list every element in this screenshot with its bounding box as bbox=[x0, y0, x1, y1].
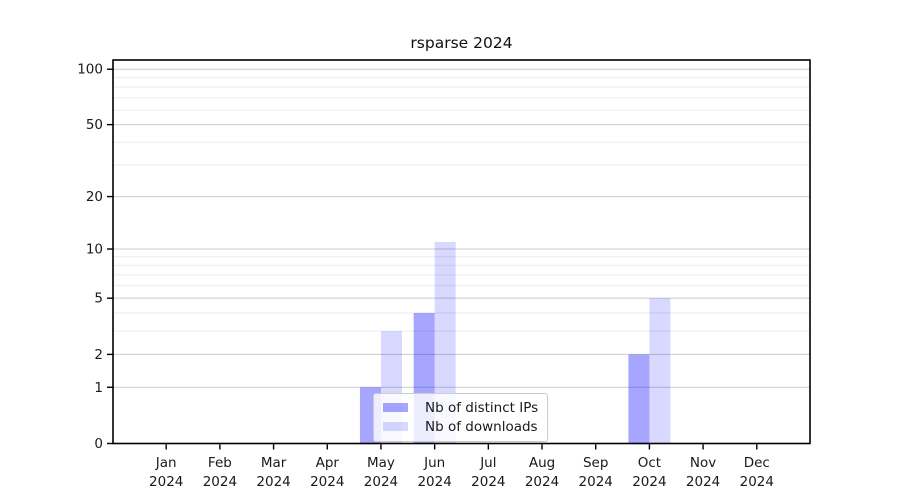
x-tick-label-year: 2024 bbox=[525, 474, 559, 490]
y-tick-label: 100 bbox=[77, 62, 103, 78]
x-tick-label-month: Jan bbox=[155, 455, 177, 471]
x-tick-label-month: Sep bbox=[583, 455, 608, 471]
x-tick-label-year: 2024 bbox=[364, 474, 398, 490]
y-tick-label: 50 bbox=[86, 117, 103, 133]
legend-label-distinct-ips: Nb of distinct IPs bbox=[425, 399, 539, 416]
bar-distinct-ips-oct bbox=[628, 354, 650, 444]
x-tick-label-year: 2024 bbox=[149, 474, 183, 490]
x-tick-label-month: Dec bbox=[744, 455, 770, 471]
x-tick-label-month: Jul bbox=[479, 455, 496, 471]
x-tick-label-year: 2024 bbox=[417, 474, 451, 490]
x-tick-label-month: Oct bbox=[638, 455, 661, 471]
bar-downloads-oct bbox=[649, 298, 671, 444]
y-tick-label: 2 bbox=[94, 347, 103, 363]
y-tick-label: 5 bbox=[94, 291, 103, 307]
chart-legend: Nb of distinct IPs Nb of downloads bbox=[373, 393, 549, 442]
legend-swatch-downloads-icon bbox=[383, 422, 408, 431]
x-tick-label-year: 2024 bbox=[632, 474, 666, 490]
y-tick-label: 10 bbox=[86, 242, 103, 258]
legend-label-downloads: Nb of downloads bbox=[425, 418, 538, 435]
x-tick-label-year: 2024 bbox=[579, 474, 613, 490]
legend-swatch-distinct-ips-icon bbox=[383, 403, 408, 412]
legend-item-downloads: Nb of downloads bbox=[383, 417, 538, 436]
x-tick-label-year: 2024 bbox=[256, 474, 290, 490]
y-tick-label: 1 bbox=[94, 380, 103, 396]
x-tick-label-year: 2024 bbox=[740, 474, 774, 490]
x-tick-label-month: Feb bbox=[208, 455, 232, 471]
x-tick-label-month: May bbox=[367, 455, 395, 471]
x-tick-label-month: Aug bbox=[529, 455, 555, 471]
x-tick-label-year: 2024 bbox=[686, 474, 720, 490]
chart-title: rsparse 2024 bbox=[410, 34, 513, 52]
x-tick-label-year: 2024 bbox=[471, 474, 505, 490]
y-tick-label: 0 bbox=[94, 436, 103, 452]
x-tick-label-month: Mar bbox=[261, 455, 287, 471]
x-tick-label-month: Nov bbox=[690, 455, 716, 471]
y-tick-label: 20 bbox=[86, 189, 103, 205]
legend-item-distinct-ips: Nb of distinct IPs bbox=[383, 398, 538, 417]
plot-border bbox=[112, 59, 811, 445]
x-tick-label-month: Apr bbox=[316, 455, 340, 471]
x-tick-label-month: Jun bbox=[423, 455, 445, 471]
x-tick-label-year: 2024 bbox=[203, 474, 237, 490]
x-tick-label-year: 2024 bbox=[310, 474, 344, 490]
